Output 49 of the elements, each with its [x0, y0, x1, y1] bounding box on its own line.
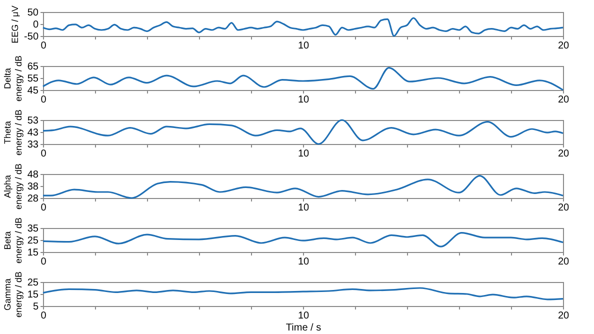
- x-tick-label: 20: [558, 310, 570, 322]
- x-tick-label: 20: [558, 94, 570, 106]
- y-axis-title: Alpha energy / dB: [2, 163, 24, 210]
- y-tick-label: 33: [27, 140, 39, 150]
- y-tick-label: 50: [27, 8, 39, 18]
- y-tick-label: -50: [24, 32, 39, 42]
- y-tick-label: 25: [27, 236, 39, 246]
- y-axis-title: Theta energy / dB: [2, 109, 24, 156]
- x-tick-label: 10: [298, 202, 310, 214]
- x-tick-label: 10: [298, 310, 310, 322]
- x-tick-label: 0: [40, 256, 47, 268]
- x-tick-label: 10: [298, 256, 310, 268]
- y-axis-title: Gamma energy / dB: [2, 271, 24, 318]
- y-axis-title: Delta energy / dB: [2, 55, 24, 102]
- y-axis-title: EEG / μV: [10, 6, 20, 44]
- x-tick-label: 0: [40, 148, 47, 160]
- y-tick-label: 55: [27, 74, 39, 84]
- x-tick-label: 10: [298, 40, 310, 52]
- line-series: [42, 67, 564, 91]
- line-series: [42, 287, 564, 300]
- x-axis-title: Time / s: [286, 322, 322, 334]
- y-axis-title: Beta energy / dB: [2, 217, 24, 264]
- x-tick-label: 0: [40, 310, 47, 322]
- x-tick-label: 0: [40, 40, 47, 52]
- x-tick-label: 0: [40, 94, 47, 106]
- y-tick-label: 25: [27, 278, 39, 288]
- y-tick-label: 15: [27, 248, 39, 258]
- y-tick-label: 15: [27, 290, 39, 300]
- x-tick-label: 20: [558, 40, 570, 52]
- x-tick-label: 10: [298, 94, 310, 106]
- y-tick-label: 53: [27, 116, 39, 126]
- y-tick-label: 65: [27, 62, 39, 72]
- y-tick-label: 38: [27, 182, 39, 192]
- y-tick-label: 0: [32, 20, 39, 30]
- y-tick-label: 45: [27, 86, 39, 96]
- line-series: [42, 175, 564, 199]
- x-tick-label: 20: [558, 148, 570, 160]
- x-tick-label: 0: [40, 202, 47, 214]
- x-tick-label: 10: [298, 148, 310, 160]
- y-tick-label: 48: [27, 170, 39, 180]
- x-tick-label: 20: [558, 202, 570, 214]
- y-tick-label: 43: [27, 128, 39, 138]
- y-tick-label: 28: [27, 194, 39, 204]
- x-tick-label: 20: [558, 256, 570, 268]
- line-series: [42, 232, 564, 248]
- y-tick-label: 35: [27, 224, 39, 234]
- line-series: [42, 119, 564, 145]
- line-series: [42, 17, 564, 37]
- y-tick-label: 5: [32, 302, 39, 312]
